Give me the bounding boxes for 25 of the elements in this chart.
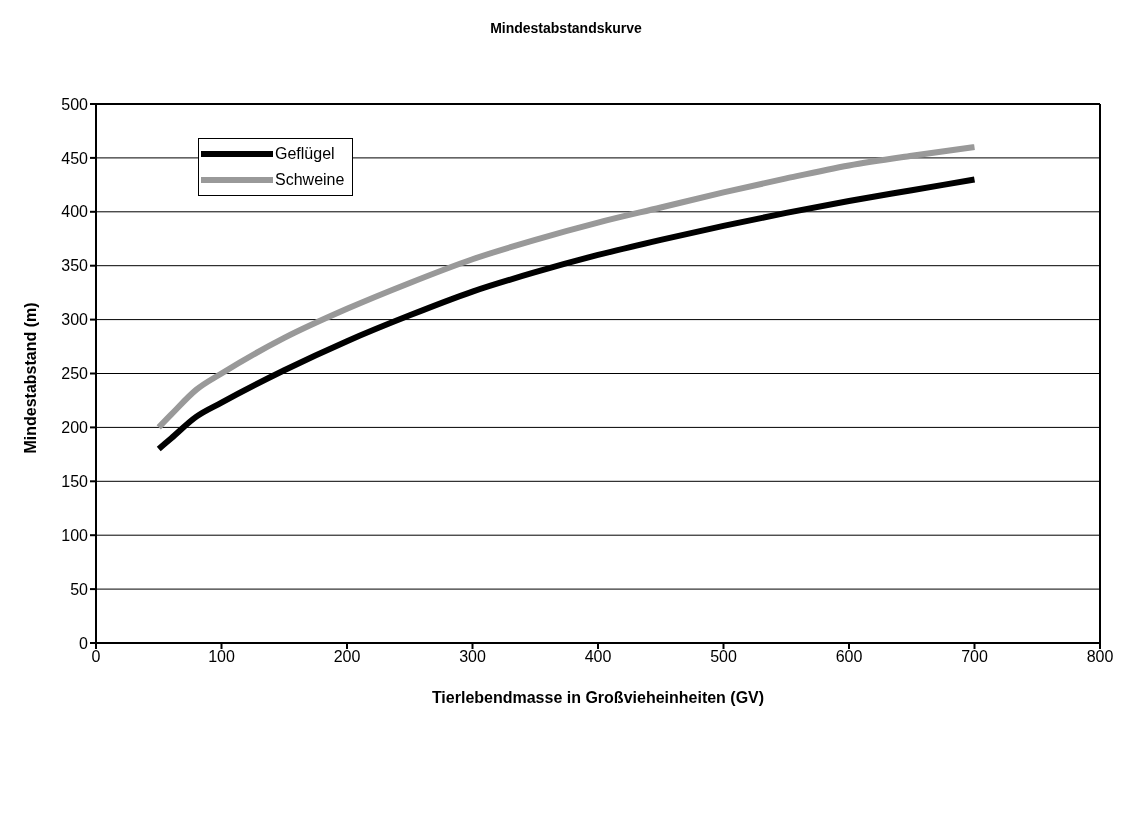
x-tick-label: 0 <box>91 648 101 666</box>
x-tick-label: 500 <box>710 648 737 666</box>
legend-label: Geflügel <box>275 145 335 163</box>
x-tick-label: 400 <box>584 648 612 666</box>
y-tick-label: 200 <box>61 419 89 437</box>
x-axis-title: Tierlebendmasse in Großvieheinheiten (GV) <box>431 689 765 706</box>
y-axis-title: Mindestabstand (m) <box>21 302 39 454</box>
chart-title: Mindestabstandskurve <box>489 20 643 36</box>
y-tick-label: 150 <box>61 472 89 490</box>
y-tick-label: 100 <box>61 526 89 544</box>
x-tick-label: 800 <box>1086 648 1114 666</box>
y-tick-label: 250 <box>61 365 89 383</box>
y-tick-label: 400 <box>61 203 89 221</box>
y-tick-label: 300 <box>61 311 89 329</box>
x-tick-label: 700 <box>961 648 988 666</box>
legend-label: Schweine <box>275 171 345 189</box>
x-tick-label: 200 <box>333 648 361 666</box>
x-tick-label: 100 <box>208 648 235 666</box>
x-tick-label: 300 <box>459 648 486 666</box>
y-tick-label: 500 <box>61 95 89 113</box>
y-tick-label: 450 <box>61 149 89 167</box>
y-tick-label: 50 <box>70 580 89 598</box>
x-tick-label: 600 <box>835 648 863 666</box>
y-tick-label: 0 <box>79 634 89 652</box>
y-tick-label: 350 <box>61 257 89 275</box>
